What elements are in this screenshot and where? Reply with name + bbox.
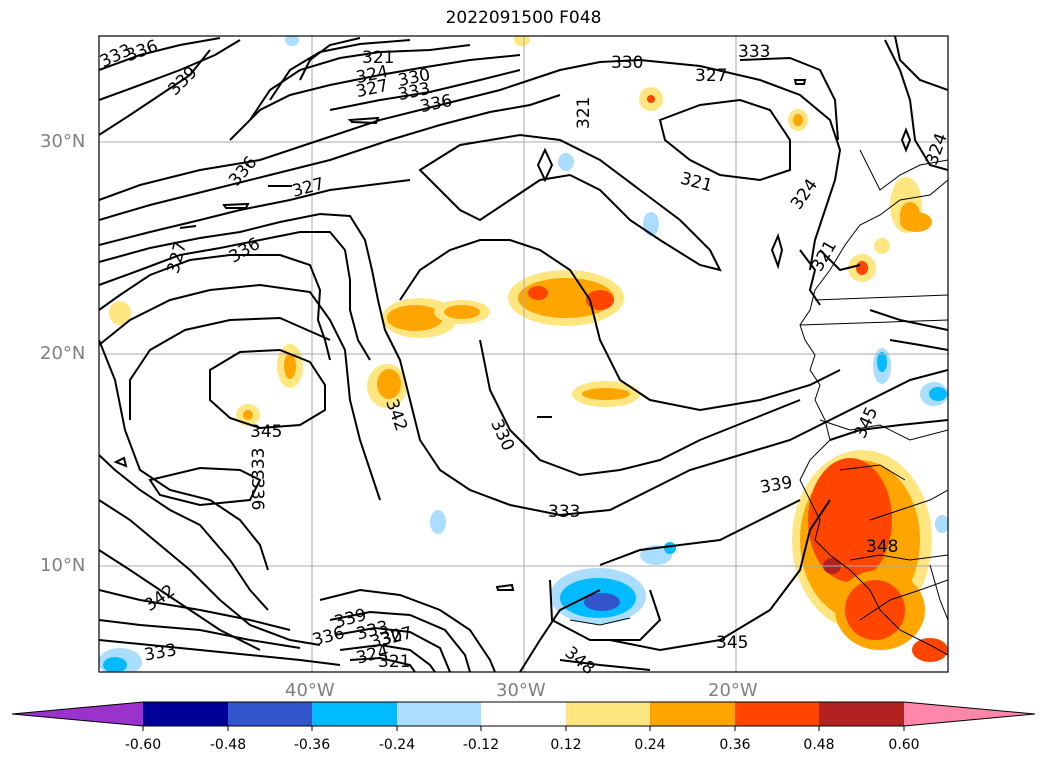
positive-anomaly — [582, 388, 630, 400]
negative-anomaly — [285, 36, 299, 46]
colorbar-tick-label: 0.48 — [803, 737, 835, 753]
negative-anomaly — [103, 657, 127, 672]
contour-label: 330 — [486, 416, 518, 454]
positive-anomaly — [793, 114, 803, 126]
positive-anomaly — [528, 286, 548, 300]
colorbar-tick-label: -0.24 — [378, 737, 416, 753]
small-contours — [113, 79, 912, 591]
positive-anomaly — [284, 353, 296, 379]
positive-anomaly — [808, 458, 892, 582]
contour-label: 345 — [851, 404, 883, 442]
contour-label: 336 — [310, 623, 347, 651]
colorbar-tick-label: 0.36 — [719, 737, 751, 753]
negative-anomaly — [664, 542, 676, 554]
positive-anomaly — [109, 301, 131, 325]
positive-anomaly — [647, 95, 655, 103]
map-plot-area — [99, 36, 948, 672]
contour-label: 342 — [141, 581, 179, 616]
negative-anomaly — [643, 212, 659, 236]
contour-label: 345 — [250, 422, 282, 442]
coastline — [569, 149, 948, 656]
contour-label: 327 — [695, 66, 727, 86]
positive-anomaly — [243, 410, 253, 420]
lat-label: 20°N — [40, 343, 86, 364]
contour-label: 348 — [866, 537, 898, 557]
contour-label: 333 — [143, 640, 178, 665]
negative-anomaly — [558, 153, 574, 171]
contour-label: 321 — [574, 97, 594, 129]
positive-anomaly — [514, 36, 530, 46]
contour-label: 330 — [611, 53, 643, 73]
colorbar-tick-label: -0.60 — [124, 737, 162, 753]
colorbar-tick-label: -0.36 — [293, 737, 331, 753]
colorbar-tick-label: -0.48 — [209, 737, 247, 753]
colorbar-tick-label: 0.60 — [888, 737, 920, 753]
positive-anomaly — [856, 261, 868, 275]
contour-label: 333 — [548, 502, 580, 522]
lat-label: 30°N — [40, 131, 86, 152]
colorbar-tick-label: 0.24 — [634, 737, 666, 753]
contour-label: 333 — [249, 448, 269, 480]
colorbar-tick-label: -0.12 — [462, 737, 500, 753]
positive-anomaly — [900, 212, 932, 232]
contour-label: 321 — [678, 169, 715, 197]
lat-label: 10°N — [40, 555, 86, 576]
colorbar-extend-low — [12, 702, 143, 726]
contour-label: 345 — [716, 633, 748, 653]
contour-label: 336 — [226, 234, 264, 268]
theta-e-contours — [99, 36, 948, 672]
colorbar-segment — [650, 702, 735, 726]
colorbar-segment — [397, 702, 481, 726]
colorbar-tick-label: 0.12 — [550, 737, 582, 753]
colorbar-segment — [481, 702, 566, 726]
contour-label: 339 — [759, 473, 794, 498]
positive-anomaly — [586, 290, 614, 310]
contour-label: 324 — [787, 175, 822, 213]
colorbar-extend-high — [904, 702, 1035, 726]
lon-label: 20°W — [708, 680, 758, 701]
contour-label: 336 — [247, 478, 267, 510]
colorbar — [11, 701, 1036, 731]
contour-label: 342 — [381, 397, 411, 434]
negative-anomaly — [935, 515, 948, 533]
positive-anomaly — [444, 305, 480, 319]
contour-label: 321 — [378, 652, 410, 672]
map-title: 2022091500 F048 — [445, 8, 602, 28]
positive-anomaly — [874, 238, 890, 254]
negative-anomaly — [430, 510, 446, 534]
positive-anomaly — [912, 638, 948, 662]
negative-anomaly — [929, 387, 947, 401]
plot-frame — [98, 35, 949, 673]
colorbar-segment — [143, 702, 228, 726]
colorbar-segment — [735, 702, 819, 726]
contour-label: 327 — [290, 174, 327, 202]
contour-label: 336 — [123, 36, 160, 66]
contour-label: 348 — [561, 643, 599, 679]
colorbar-segment — [566, 702, 650, 726]
lon-label: 30°W — [496, 680, 546, 701]
contour-label: 321 — [808, 237, 842, 275]
colorbar-segment — [819, 702, 904, 726]
positive-anomaly — [377, 369, 401, 399]
colorbar-segment — [228, 702, 312, 726]
negative-anomaly — [584, 593, 620, 611]
positive-anomaly — [387, 305, 443, 331]
contour-label: 321 — [362, 48, 394, 68]
negative-anomaly — [877, 352, 887, 372]
contour-label: 333 — [738, 42, 770, 62]
colorbar-segment — [312, 702, 397, 726]
lon-label: 40°W — [285, 680, 335, 701]
